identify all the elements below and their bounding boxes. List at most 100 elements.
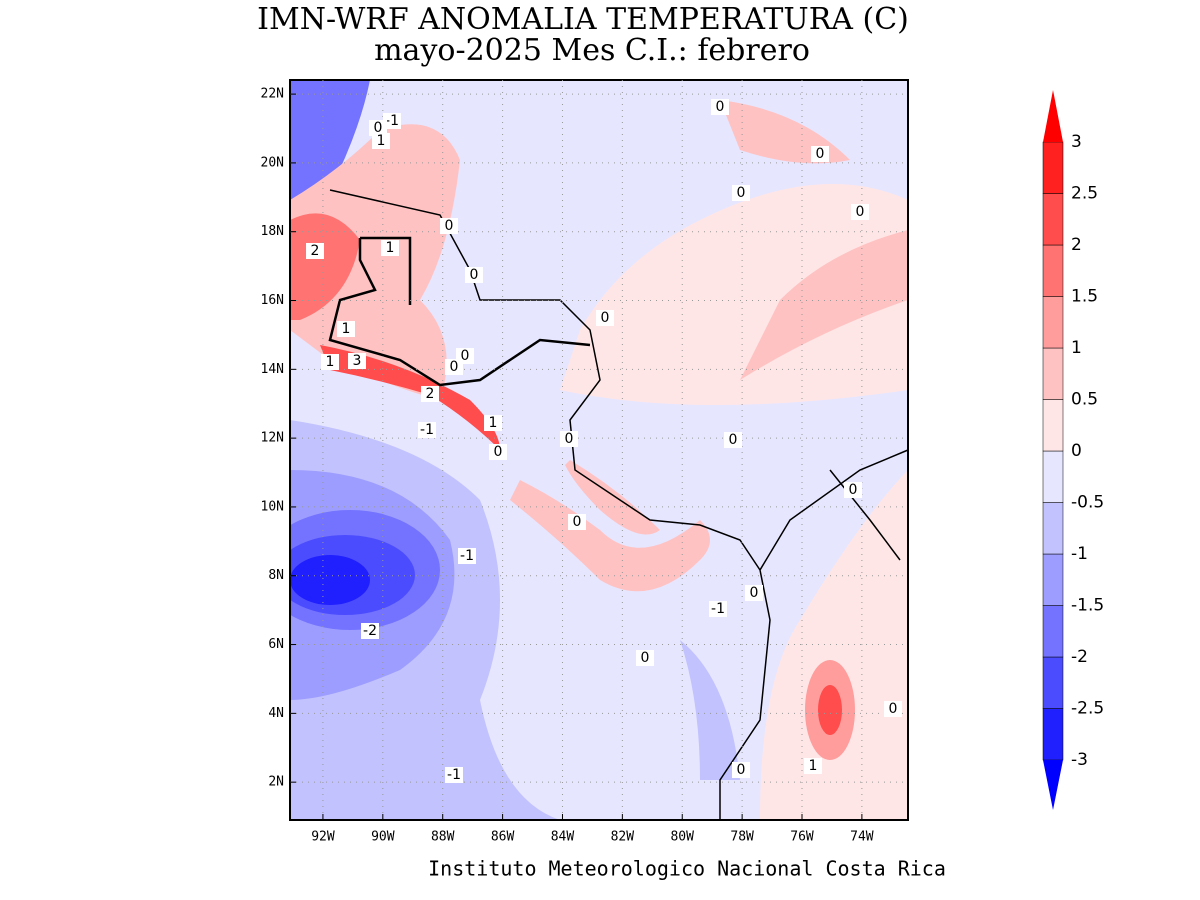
- contour-label: 0: [374, 120, 383, 136]
- contour-label: 0: [573, 514, 582, 530]
- x-tick-label: 76W: [790, 830, 814, 845]
- y-tick-label: 12N: [261, 431, 284, 446]
- contour-label: 3: [353, 353, 362, 369]
- contour-label-bg: [636, 650, 654, 666]
- y-tick-label: 6N: [268, 637, 284, 652]
- contour-label-bg: [596, 310, 614, 326]
- y-tick-label: 22N: [261, 87, 284, 102]
- contour-label: 1: [342, 321, 351, 337]
- contour-label-bg: [804, 758, 822, 774]
- contour-label: 0: [856, 204, 865, 220]
- x-tick-label: 88W: [431, 830, 455, 845]
- contour-label-bg: [348, 353, 366, 369]
- contour-label-bg: [421, 386, 439, 402]
- colorbar-label: -2: [1071, 647, 1088, 667]
- colorbar-segment: [1042, 296, 1064, 349]
- y-tick-label: 18N: [261, 224, 284, 239]
- x-tick-label: 78W: [730, 830, 754, 845]
- y-tick-label: 2N: [268, 775, 284, 790]
- colorbar-segment: [1042, 605, 1064, 658]
- contour-label: -1: [420, 422, 434, 438]
- contour-label: 0: [470, 267, 479, 283]
- contour-label-bg: [568, 514, 586, 530]
- contour-label: 0: [461, 348, 470, 364]
- contour-label-bg: [560, 431, 578, 447]
- colorbar-label: -0.5: [1071, 493, 1104, 513]
- y-tick-label: 20N: [261, 155, 284, 170]
- x-tick-label: 92W: [311, 830, 335, 845]
- contour-label: 2: [426, 386, 435, 402]
- x-tick-label: 84W: [551, 830, 575, 845]
- colorbar-segment: [1042, 450, 1064, 503]
- colorbar-segment: [1042, 708, 1064, 761]
- field: [290, 80, 908, 820]
- contour-label: 1: [809, 758, 818, 774]
- contour-label: 1: [377, 133, 386, 149]
- contour-label: -2: [363, 623, 377, 639]
- footer: Instituto Meteorologico Nacional Costa R…: [428, 857, 946, 881]
- contour-label-bg: [489, 444, 507, 460]
- contour-label: 0: [494, 444, 503, 460]
- contour-label-bg: [445, 359, 463, 375]
- x-tick-label: 86W: [491, 830, 515, 845]
- contour-label: -1: [460, 548, 474, 564]
- colorbar-extend-low: [1043, 760, 1063, 810]
- x-tick-label: 90W: [371, 830, 395, 845]
- contour-label-bg: [337, 321, 355, 337]
- colorbar-label: -1.5: [1071, 596, 1104, 616]
- contour-label: -1: [711, 601, 725, 617]
- contour-label-bg: [484, 415, 502, 431]
- colorbar-label: 1: [1071, 338, 1082, 358]
- x-tick-label: 82W: [611, 830, 635, 845]
- contour-label-bg: [724, 432, 742, 448]
- contour-label-bg: [732, 762, 750, 778]
- contour-label: 0: [641, 650, 650, 666]
- contour-label-bg: [445, 767, 463, 783]
- colorbar-segment: [1042, 141, 1064, 194]
- contour-label-bg: [369, 120, 387, 136]
- contour-label-bg: [709, 601, 727, 617]
- contour-label-bg: [306, 243, 324, 259]
- title: IMN-WRF ANOMALIA TEMPERATURA (C): [257, 2, 909, 37]
- subtitle: mayo-2025 Mes C.I.: febrero: [374, 33, 810, 68]
- contour-label: 0: [450, 359, 459, 375]
- y-tick-label: 16N: [261, 293, 284, 308]
- colorbar-label: 0.5: [1071, 390, 1098, 410]
- contour-label-bg: [383, 113, 401, 129]
- contour-label-bg: [465, 267, 483, 283]
- y-tick-label: 14N: [261, 362, 284, 377]
- contour-label-bg: [811, 146, 829, 162]
- contour-label: 0: [729, 432, 738, 448]
- colorbar-extend-high: [1043, 90, 1063, 142]
- contour-label-bg: [381, 240, 399, 256]
- contour-label: -1: [385, 113, 399, 129]
- y-tick-label: 8N: [268, 568, 284, 583]
- contour-label-bg: [361, 623, 379, 639]
- colorbar-segment: [1042, 347, 1064, 400]
- contour-label-bg: [440, 218, 458, 234]
- contour-label: 0: [445, 218, 454, 234]
- contour-label: 1: [326, 354, 335, 370]
- contour-label: 2: [311, 243, 320, 259]
- contour-label: 1: [489, 415, 498, 431]
- contour-label: 0: [565, 431, 574, 447]
- contour-label-bg: [732, 185, 750, 201]
- colorbar-label: 3: [1071, 132, 1082, 152]
- colorbar-label: 0: [1071, 441, 1082, 461]
- contour-label: 0: [601, 310, 610, 326]
- colorbar-segment: [1042, 656, 1064, 709]
- contour-label: 0: [737, 762, 746, 778]
- contour-label: 0: [889, 701, 898, 717]
- contour-label-bg: [418, 422, 436, 438]
- contour-label: 0: [716, 99, 725, 115]
- y-tick-label: 4N: [268, 706, 284, 721]
- contour-label-bg: [745, 585, 763, 601]
- contour-label: 0: [849, 482, 858, 498]
- contour-label: 0: [737, 185, 746, 201]
- contour-label-bg: [321, 354, 339, 370]
- contour-label-bg: [458, 548, 476, 564]
- contour-label-bg: [844, 482, 862, 498]
- colorbar-segment: [1042, 399, 1064, 452]
- contour-label-bg: [711, 99, 729, 115]
